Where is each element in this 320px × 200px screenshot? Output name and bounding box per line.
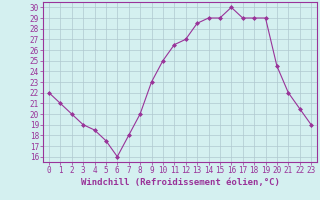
X-axis label: Windchill (Refroidissement éolien,°C): Windchill (Refroidissement éolien,°C) xyxy=(81,178,279,187)
